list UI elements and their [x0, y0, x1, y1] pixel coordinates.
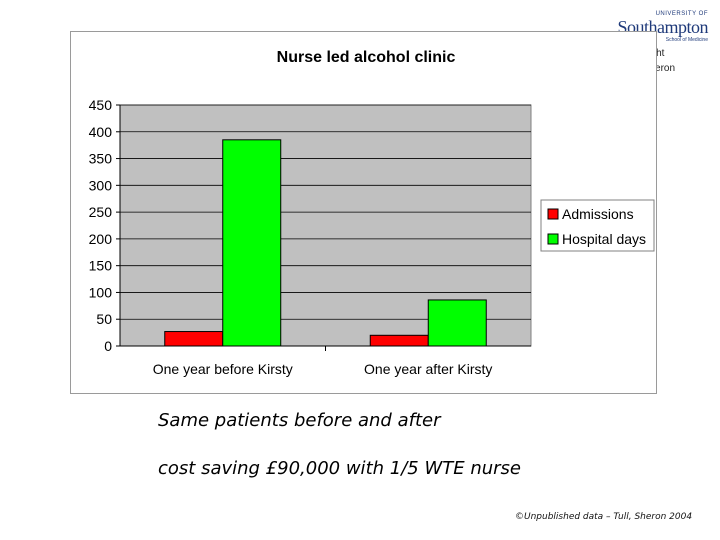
y-tick-label: 300 [89, 177, 113, 193]
footer-source-note: ©Unpublished data – Tull, Sheron 2004 [515, 512, 693, 522]
legend-box [540, 199, 655, 252]
legend-label-hospital-days: Hospital days [562, 231, 646, 247]
legend-swatch-admissions [547, 208, 559, 220]
y-tick-label: 0 [104, 338, 112, 354]
y-tick-label: 400 [89, 124, 113, 140]
chart-title: Nurse led alcohol clinic [277, 49, 456, 66]
legend-label-admissions: Admissions [562, 206, 634, 222]
y-tick-label: 100 [89, 284, 113, 300]
bar-admissions-2 [369, 334, 429, 347]
bar-hospital-days-1 [222, 139, 282, 347]
y-tick-label: 450 [89, 97, 113, 113]
legend-swatch-hospital-days [547, 233, 559, 245]
y-tick-label: 250 [89, 204, 113, 220]
x-tick-label: One year before Kirsty [153, 361, 293, 377]
y-tick-label: 200 [89, 231, 113, 247]
copyright-line-2: :Sheron [640, 63, 676, 74]
logo-university-text: UNIVERSITY OF [655, 11, 708, 17]
y-tick-label: 350 [89, 151, 113, 167]
chart-frame: Nurse led alcohol clinic 0 50 100 150 200 250 3… [70, 31, 657, 394]
caption-cost-saving: cost saving £90,000 with 1/5 WTE nurse [158, 458, 521, 479]
logo-subtitle-text: School of Medicine [665, 37, 708, 43]
x-tick-label: One year after Kirsty [364, 361, 492, 377]
y-tick-label: 50 [96, 311, 112, 327]
caption-same-patients: Same patients before and after [158, 410, 441, 431]
bar-hospital-days-2 [427, 299, 487, 347]
y-tick-label: 150 [89, 258, 113, 274]
bar-admissions-1 [164, 331, 224, 347]
bar-chart: Nurse led alcohol clinic 0 50 100 150 200 250 3… [89, 49, 655, 377]
